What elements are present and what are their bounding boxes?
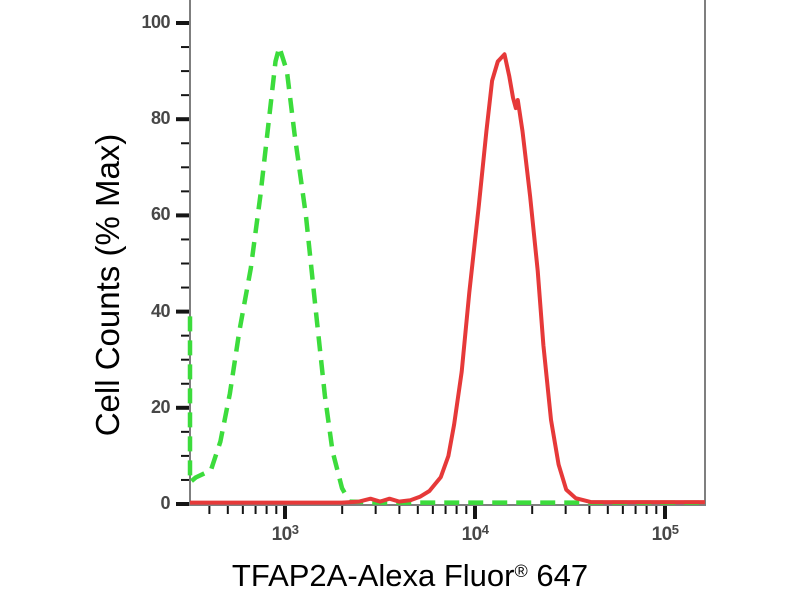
y-tick-label-80: 80	[150, 108, 171, 129]
curve-unstained-control-green-dashed	[187, 44, 705, 505]
y-tick-label-60: 60	[150, 204, 171, 225]
y-tick-label-20: 20	[150, 396, 171, 417]
x-axis-title-suffix: 647	[527, 558, 589, 593]
x-tick-label-1e4: 104	[461, 522, 489, 545]
y-tick-label-40: 40	[150, 300, 171, 321]
x-axis-title: TFAP2A-Alexa Fluor® 647	[210, 558, 610, 594]
y-tick-label-100: 100	[141, 12, 170, 32]
axis-frame	[189, 0, 706, 506]
y-axis-title: Cell Counts (% Max)	[89, 133, 126, 437]
x-tick-label-1e5: 105	[651, 522, 679, 545]
x-tick-label-1e3: 103	[271, 522, 299, 545]
y-tick-label-0: 0	[160, 493, 170, 513]
curve-tfap2a-alexa647-stained-red-solid	[190, 52, 705, 505]
registered-trademark-icon: ®	[514, 561, 528, 582]
x-axis-title-main: TFAP2A-Alexa Fluor	[231, 558, 515, 593]
